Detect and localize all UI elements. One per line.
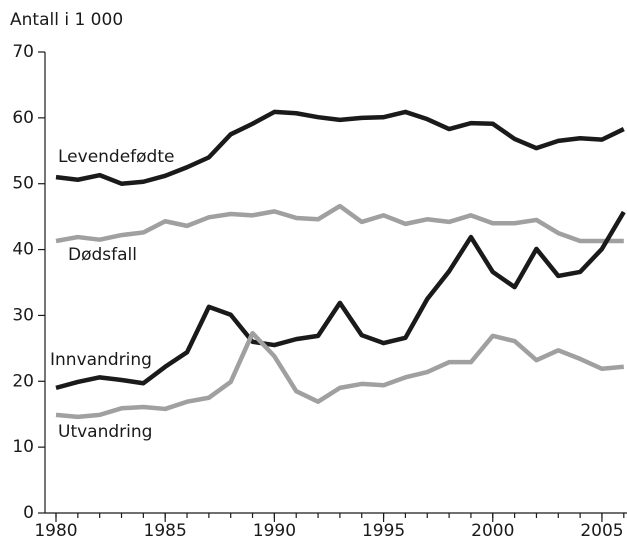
y-tick-label: 50 xyxy=(12,174,34,194)
x-tick-label: 1985 xyxy=(144,521,187,540)
series-label: Utvandring xyxy=(58,422,152,442)
series-label: Dødsfall xyxy=(68,245,137,265)
y-axis-label: Antall i 1 000 xyxy=(10,10,123,30)
series-label: Innvandring xyxy=(50,350,152,370)
x-tick-label: 1995 xyxy=(362,521,405,540)
series-line xyxy=(55,109,625,186)
series-line xyxy=(55,210,626,391)
y-tick-label: 60 xyxy=(12,108,34,128)
y-tick-label: 40 xyxy=(12,240,34,260)
y-tick-label: 20 xyxy=(12,371,34,391)
y-tick-label: 30 xyxy=(12,305,34,325)
series-line xyxy=(55,330,625,420)
series-label: Levendefødte xyxy=(58,147,174,167)
y-tick-label: 0 xyxy=(23,503,34,523)
y-tick-label: 70 xyxy=(12,42,34,62)
x-tick-label: 1990 xyxy=(253,521,296,540)
x-tick-label: 1980 xyxy=(34,521,77,540)
y-tick-label: 10 xyxy=(12,437,34,457)
x-tick-label: 2000 xyxy=(471,521,514,540)
x-tick-label: 2005 xyxy=(580,521,623,540)
series-line xyxy=(55,203,624,244)
